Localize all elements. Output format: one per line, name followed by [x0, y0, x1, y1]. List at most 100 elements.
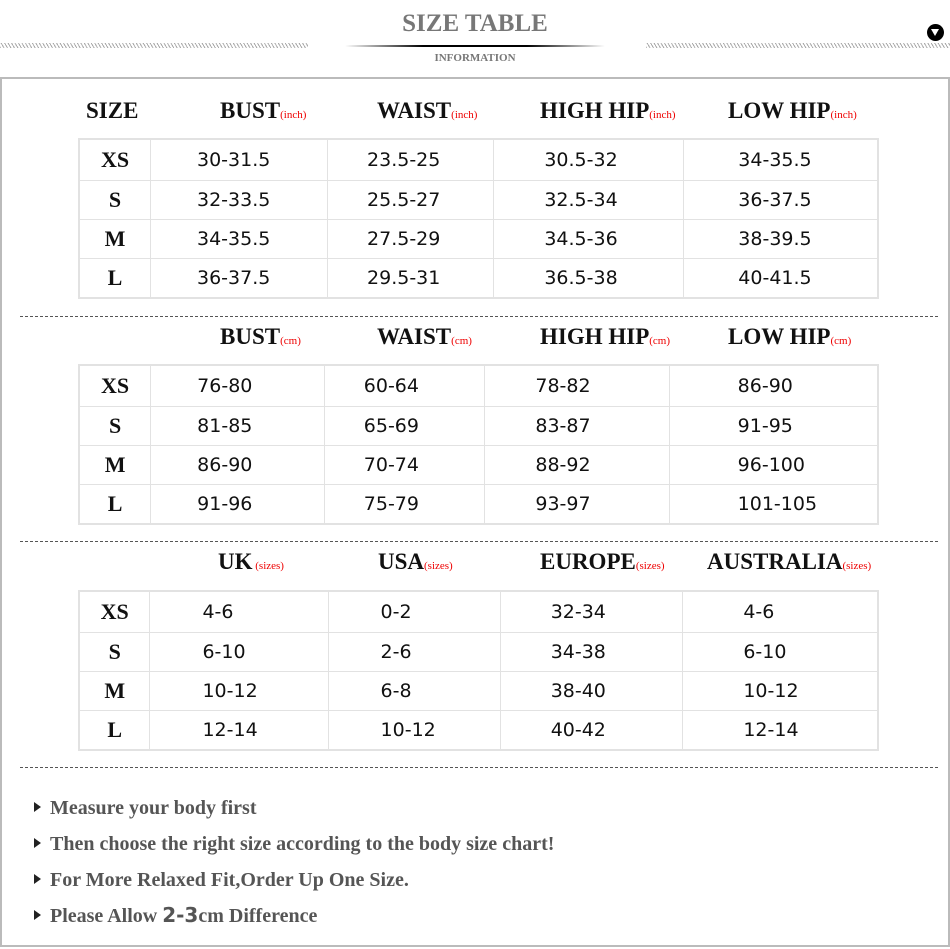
size-cell: L	[78, 484, 152, 525]
column-header: LOW HIP(cm)	[728, 324, 851, 350]
column-header: BUST(cm)	[220, 324, 301, 350]
value-cell: 34.5-36	[493, 219, 685, 259]
column-unit: (sizes)	[424, 560, 453, 572]
note-text: For More Relaxed Fit,Order Up One Size.	[50, 869, 409, 891]
value-cell: 40-42	[499, 710, 684, 751]
decorative-zigzag-left	[0, 43, 308, 48]
bullet-triangle-icon	[34, 838, 41, 848]
value-cell: 40-41.5	[683, 258, 879, 299]
value-cell: 36-37.5	[683, 180, 879, 220]
column-header: USA(sizes)	[378, 549, 453, 575]
value-cell: 30.5-32	[493, 138, 685, 181]
value-cell: 60-64	[323, 364, 486, 407]
column-label: HIGH HIP	[540, 324, 650, 349]
column-header: LOW HIP(inch)	[728, 98, 857, 124]
value-cell: 96-100	[668, 445, 879, 485]
column-header: HIGH HIP(cm)	[540, 324, 670, 350]
column-label: SIZE	[86, 98, 139, 123]
value-cell: 6-10	[682, 632, 879, 672]
column-unit: (sizes)	[635, 560, 665, 572]
column-label: LOW HIP	[728, 98, 831, 123]
column-unit: (inch)	[451, 109, 478, 121]
value-cell: 86-90	[668, 364, 879, 407]
value-cell: 34-35.5	[683, 138, 879, 181]
size-cell: S	[78, 406, 152, 446]
value-cell: 6-8	[327, 671, 501, 711]
page-title: SIZE TABLE	[402, 10, 548, 37]
value-cell: 93-97	[484, 484, 670, 525]
value-cell: 36.5-38	[493, 258, 685, 299]
page-subtitle: INFORMATION	[434, 52, 516, 64]
table-row: M 34-35.5 27.5-29 34.5-36 38-39.5	[78, 219, 879, 259]
size-cell: L	[78, 710, 151, 751]
value-cell: 0-2	[327, 590, 501, 633]
column-header: EUROPE(sizes)	[540, 549, 665, 575]
size-cell: XS	[78, 364, 152, 407]
note-text: Measure your body first	[50, 797, 257, 819]
column-header: WAIST(cm)	[377, 324, 472, 350]
value-cell: 101-105	[668, 484, 879, 525]
column-label: BUST	[220, 324, 281, 349]
size-table: XS 4-6 0-2 32-34 4-6 S 6-10 2-6 34-38 6-10 M 10-12 6…	[78, 590, 879, 751]
value-cell: 78-82	[484, 364, 670, 407]
note-item: Then choose the right size according to …	[34, 831, 554, 856]
value-cell: 34-38	[499, 632, 684, 672]
column-label: BUST	[220, 98, 281, 123]
column-unit: (cm)	[830, 335, 852, 347]
table-row: XS 4-6 0-2 32-34 4-6	[78, 590, 879, 633]
table-row: L 91-96 75-79 93-97 101-105	[78, 484, 879, 525]
value-cell: 10-12	[327, 710, 501, 751]
value-cell: 4-6	[149, 590, 329, 633]
column-label: LOW HIP	[728, 324, 831, 349]
value-cell: 91-95	[668, 406, 879, 446]
column-label: AUSTRALIA	[707, 549, 843, 574]
column-header: UK (sizes)	[218, 549, 284, 575]
dashed-divider	[20, 767, 938, 768]
column-header: BUST(inch)	[220, 98, 306, 124]
value-cell: 27.5-29	[327, 219, 495, 259]
dashed-divider	[20, 316, 938, 317]
note-text-end: cm Difference	[198, 905, 318, 927]
value-cell: 91-96	[150, 484, 325, 525]
note-text: Please Allow	[50, 905, 163, 927]
value-cell: 75-79	[323, 484, 486, 525]
column-unit: (inch)	[280, 109, 307, 121]
column-unit: (inch)	[649, 109, 676, 121]
table-row: XS 30-31.5 23.5-25 30.5-32 34-35.5	[78, 138, 879, 181]
table-row: L 36-37.5 29.5-31 36.5-38 40-41.5	[78, 258, 879, 299]
size-cell: XS	[78, 138, 151, 181]
table-row: S 6-10 2-6 34-38 6-10	[78, 632, 879, 672]
bullet-triangle-icon	[34, 802, 41, 812]
column-label: EUROPE	[540, 549, 636, 574]
column-header: HIGH HIP(inch)	[540, 98, 676, 124]
dashed-divider	[20, 541, 938, 542]
size-cell: M	[78, 445, 152, 485]
column-label: WAIST	[377, 98, 452, 123]
column-label: WAIST	[377, 324, 452, 349]
column-header: SIZE	[86, 98, 138, 124]
value-cell: 38-40	[499, 671, 684, 711]
value-cell: 23.5-25	[327, 138, 495, 181]
note-item: Measure your body first	[34, 795, 256, 820]
value-cell: 6-10	[149, 632, 329, 672]
column-label: HIGH HIP	[540, 98, 650, 123]
table-row: S 32-33.5 25.5-27 32.5-34 36-37.5	[78, 180, 879, 220]
value-cell: 12-14	[149, 710, 329, 751]
note-item: For More Relaxed Fit,Order Up One Size.	[34, 867, 409, 892]
download-arrow-icon[interactable]	[927, 24, 944, 41]
column-unit: (sizes)	[252, 560, 284, 572]
value-cell: 4-6	[682, 590, 879, 633]
value-cell: 25.5-27	[327, 180, 495, 220]
table-row: M 10-12 6-8 38-40 10-12	[78, 671, 879, 711]
value-cell: 81-85	[150, 406, 325, 446]
value-cell: 36-37.5	[149, 258, 329, 299]
size-table-panel	[0, 77, 950, 947]
column-label: UK	[218, 549, 253, 574]
column-unit: (cm)	[649, 335, 671, 347]
note-bold-text: 2-3	[162, 903, 199, 927]
size-table: XS 76-80 60-64 78-82 86-90 S 81-85 65-69 83-87 91…	[78, 364, 879, 525]
column-unit: (sizes)	[842, 560, 872, 572]
value-cell: 12-14	[682, 710, 879, 751]
value-cell: 32.5-34	[493, 180, 685, 220]
table-row: M 86-90 70-74 88-92 96-100	[78, 445, 879, 485]
